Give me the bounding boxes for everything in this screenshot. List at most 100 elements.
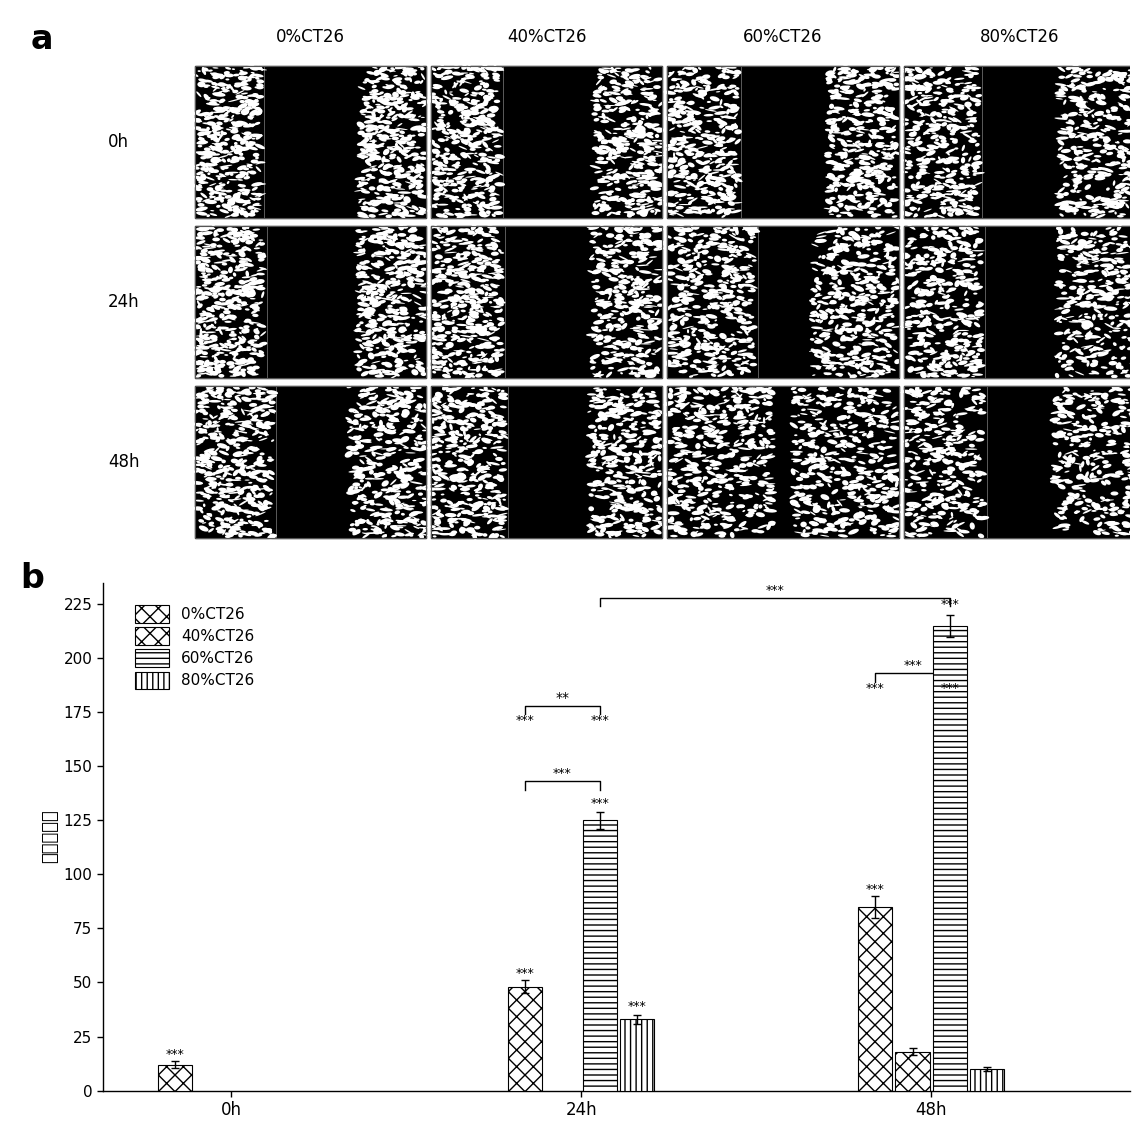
Ellipse shape xyxy=(631,100,636,104)
Ellipse shape xyxy=(647,200,654,203)
Ellipse shape xyxy=(499,432,508,435)
Ellipse shape xyxy=(1103,464,1111,468)
Ellipse shape xyxy=(251,183,262,187)
Ellipse shape xyxy=(814,332,817,334)
Ellipse shape xyxy=(494,305,497,308)
Ellipse shape xyxy=(664,117,674,122)
Ellipse shape xyxy=(955,425,964,429)
Ellipse shape xyxy=(591,450,598,457)
Ellipse shape xyxy=(961,157,965,163)
Ellipse shape xyxy=(811,466,817,470)
Ellipse shape xyxy=(1118,82,1125,84)
Ellipse shape xyxy=(243,135,252,139)
Ellipse shape xyxy=(211,82,221,86)
Ellipse shape xyxy=(721,165,730,170)
Ellipse shape xyxy=(850,70,853,75)
Ellipse shape xyxy=(499,309,503,312)
Ellipse shape xyxy=(832,285,837,288)
Ellipse shape xyxy=(257,285,264,288)
Ellipse shape xyxy=(616,140,630,142)
Ellipse shape xyxy=(695,121,703,125)
Ellipse shape xyxy=(472,440,480,444)
Ellipse shape xyxy=(923,83,929,86)
Ellipse shape xyxy=(913,258,921,261)
Ellipse shape xyxy=(875,357,882,360)
Ellipse shape xyxy=(391,211,399,215)
Ellipse shape xyxy=(233,443,241,447)
Ellipse shape xyxy=(830,103,834,109)
Ellipse shape xyxy=(421,520,427,526)
Ellipse shape xyxy=(867,168,874,171)
Ellipse shape xyxy=(411,236,423,241)
Ellipse shape xyxy=(734,73,739,77)
Ellipse shape xyxy=(938,515,940,519)
Ellipse shape xyxy=(953,420,958,422)
Ellipse shape xyxy=(682,296,691,302)
Ellipse shape xyxy=(1108,264,1114,267)
Ellipse shape xyxy=(860,395,865,402)
Ellipse shape xyxy=(243,321,248,323)
Ellipse shape xyxy=(971,88,976,92)
Ellipse shape xyxy=(629,372,638,374)
Ellipse shape xyxy=(254,144,265,149)
Ellipse shape xyxy=(1057,155,1069,160)
Ellipse shape xyxy=(419,316,430,319)
Ellipse shape xyxy=(880,290,884,293)
Ellipse shape xyxy=(1090,455,1094,457)
Ellipse shape xyxy=(890,468,900,473)
Ellipse shape xyxy=(686,172,689,174)
Ellipse shape xyxy=(251,428,259,429)
Ellipse shape xyxy=(215,320,217,324)
Ellipse shape xyxy=(701,519,706,522)
Ellipse shape xyxy=(404,467,412,470)
Bar xyxy=(431,386,662,537)
Ellipse shape xyxy=(640,334,646,338)
Ellipse shape xyxy=(467,247,470,250)
Ellipse shape xyxy=(714,480,718,481)
Ellipse shape xyxy=(696,453,702,457)
Ellipse shape xyxy=(626,523,636,528)
Ellipse shape xyxy=(395,261,404,265)
Ellipse shape xyxy=(257,269,266,271)
Ellipse shape xyxy=(421,267,427,271)
Ellipse shape xyxy=(249,123,251,126)
Ellipse shape xyxy=(833,433,840,436)
Ellipse shape xyxy=(215,365,221,372)
Ellipse shape xyxy=(1108,70,1112,72)
Ellipse shape xyxy=(242,202,249,205)
Ellipse shape xyxy=(848,388,852,395)
Ellipse shape xyxy=(238,263,246,267)
Ellipse shape xyxy=(853,512,863,519)
Ellipse shape xyxy=(435,166,442,171)
Ellipse shape xyxy=(602,302,613,308)
Ellipse shape xyxy=(641,174,649,180)
Ellipse shape xyxy=(588,465,600,468)
Ellipse shape xyxy=(632,185,636,188)
Ellipse shape xyxy=(747,439,754,443)
Ellipse shape xyxy=(961,92,965,94)
Ellipse shape xyxy=(225,422,230,425)
Ellipse shape xyxy=(480,65,486,70)
Ellipse shape xyxy=(418,208,426,215)
Ellipse shape xyxy=(686,72,694,76)
Ellipse shape xyxy=(591,326,598,332)
Ellipse shape xyxy=(199,409,205,413)
Ellipse shape xyxy=(435,276,440,278)
Ellipse shape xyxy=(860,298,866,302)
Ellipse shape xyxy=(612,289,620,294)
Ellipse shape xyxy=(229,520,235,523)
Ellipse shape xyxy=(648,411,653,413)
Ellipse shape xyxy=(720,302,726,304)
Ellipse shape xyxy=(812,288,818,293)
Ellipse shape xyxy=(695,152,704,157)
Ellipse shape xyxy=(470,67,483,71)
Ellipse shape xyxy=(588,457,596,461)
Ellipse shape xyxy=(402,398,412,401)
Ellipse shape xyxy=(495,417,504,421)
Ellipse shape xyxy=(353,435,361,439)
Ellipse shape xyxy=(235,495,240,499)
Ellipse shape xyxy=(697,495,702,496)
Ellipse shape xyxy=(717,180,722,183)
Ellipse shape xyxy=(407,134,412,141)
Ellipse shape xyxy=(219,343,228,349)
